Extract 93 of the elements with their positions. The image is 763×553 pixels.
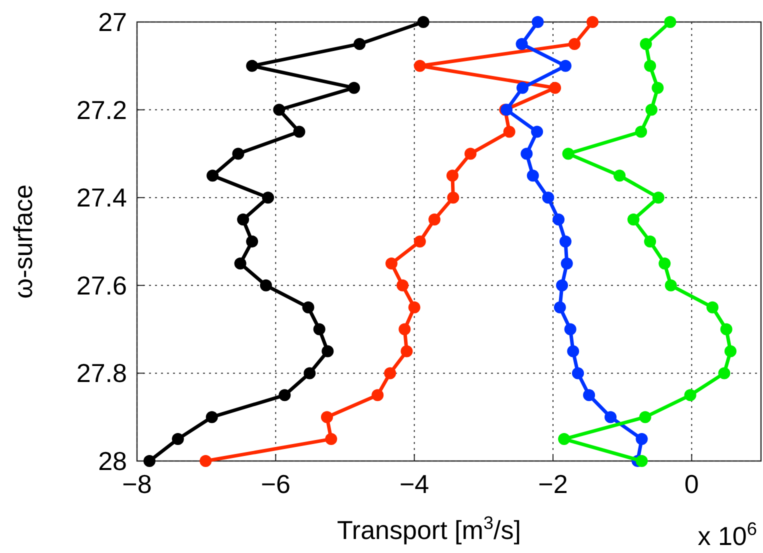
point: [720, 323, 732, 336]
point: [206, 170, 219, 182]
text: x 10$^{6}$: [698, 519, 757, 551]
point: [293, 126, 306, 138]
point: [313, 323, 326, 336]
x-tick-label: 0: [684, 469, 699, 499]
point: [586, 16, 599, 28]
point: [614, 170, 626, 182]
point: [246, 60, 258, 72]
point: [627, 214, 640, 226]
point: [385, 257, 398, 270]
x-tick-label: −2: [538, 469, 568, 499]
point: [246, 236, 258, 248]
point: [526, 170, 539, 182]
point: [559, 236, 572, 248]
point: [516, 82, 528, 94]
point: [398, 323, 411, 336]
point: [414, 60, 426, 72]
point: [354, 38, 366, 50]
point: [564, 323, 576, 336]
point: [636, 433, 648, 446]
point: [706, 301, 718, 314]
point: [516, 38, 528, 50]
point: [428, 214, 440, 226]
y-axis-title: ω-surface: [8, 184, 38, 299]
point: [260, 279, 272, 292]
point: [639, 411, 652, 424]
point: [400, 345, 413, 358]
point: [408, 301, 420, 314]
point: [664, 279, 677, 292]
point: [552, 214, 565, 226]
point: [384, 367, 396, 380]
point: [446, 170, 458, 182]
point: [464, 148, 476, 160]
point: [232, 148, 244, 160]
point: [549, 82, 562, 94]
point: [684, 389, 696, 402]
point: [635, 126, 648, 138]
point: [396, 279, 409, 292]
point: [278, 389, 291, 402]
point: [568, 38, 580, 50]
point: [532, 16, 544, 28]
point: [320, 411, 333, 424]
point: [503, 126, 516, 138]
y-tick-label: 27.6: [76, 270, 127, 300]
point: [560, 257, 573, 270]
point: [652, 82, 664, 94]
point: [583, 389, 596, 402]
point: [724, 345, 736, 358]
point: [304, 367, 316, 380]
point: [322, 345, 334, 358]
y-tick-label: 27.4: [76, 182, 127, 213]
x-axis-title: Transport [m$^{3}$/s]: [337, 513, 521, 545]
x-tick-label: −6: [260, 469, 290, 499]
point: [559, 60, 572, 72]
point: [567, 345, 580, 358]
point: [640, 38, 652, 50]
point: [554, 301, 566, 314]
y-tick-label: 27.8: [76, 358, 127, 388]
point: [542, 192, 554, 204]
point: [143, 455, 156, 467]
point: [636, 455, 648, 467]
point: [558, 433, 570, 446]
point: [302, 301, 314, 314]
point: [664, 16, 676, 28]
point: [273, 104, 286, 116]
point: [417, 16, 430, 28]
point: [325, 433, 338, 446]
point: [234, 257, 246, 270]
point: [520, 148, 533, 160]
point: [645, 104, 658, 116]
point: [556, 279, 568, 292]
point: [658, 257, 671, 270]
x-tick-label: −4: [400, 469, 430, 499]
point: [652, 192, 664, 204]
point: [372, 389, 384, 402]
point: [447, 192, 460, 204]
point: [262, 192, 274, 204]
point: [644, 236, 656, 248]
point: [348, 82, 360, 94]
y-tick-label: 27.2: [76, 94, 127, 125]
point: [572, 367, 584, 380]
point: [414, 236, 426, 248]
point: [718, 367, 730, 380]
point: [604, 411, 617, 424]
point: [644, 60, 656, 72]
point: [237, 214, 250, 226]
point: [531, 126, 544, 138]
y-tick-label: 27: [98, 7, 127, 37]
point: [206, 411, 218, 424]
point: [562, 148, 574, 160]
point: [172, 433, 184, 446]
point: [200, 455, 212, 467]
